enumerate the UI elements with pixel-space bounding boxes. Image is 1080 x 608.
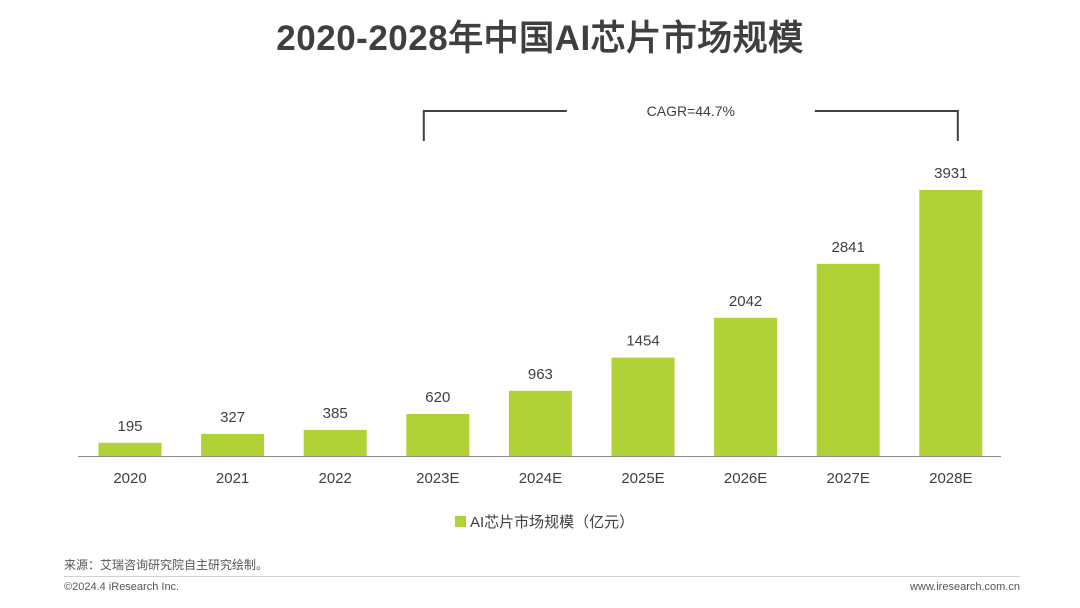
data-label-2021: 327 xyxy=(220,409,245,426)
x-tick-label-2025E: 2025E xyxy=(621,470,664,487)
data-label-2024E: 963 xyxy=(528,366,553,383)
x-tick-label-2026E: 2026E xyxy=(724,470,767,487)
bar-2025E xyxy=(611,357,675,456)
data-label-2023E: 620 xyxy=(425,389,450,406)
bar-2021 xyxy=(201,433,265,456)
bar-2028E xyxy=(919,190,983,456)
bar-2023E xyxy=(406,414,470,456)
data-label-2020: 195 xyxy=(117,418,142,435)
data-label-2027E: 2841 xyxy=(832,239,865,256)
bar-2027E xyxy=(816,263,880,456)
data-label-2025E: 1454 xyxy=(626,333,659,350)
data-label-2026E: 2042 xyxy=(729,293,762,310)
x-tick-label-2020: 2020 xyxy=(113,470,146,487)
bar-2022 xyxy=(303,429,367,456)
x-tick-label-2028E: 2028E xyxy=(929,470,972,487)
bar-2024E xyxy=(508,390,572,456)
bar-2020 xyxy=(98,442,162,456)
source-note: 来源：艾瑞咨询研究院自主研究绘制。 xyxy=(64,558,269,572)
cagr-bracket-right xyxy=(814,110,959,141)
cagr-bracket-left xyxy=(422,110,567,141)
chart-title: 2020-2028年中国AI芯片市场规模 xyxy=(276,19,804,58)
data-label-2022: 385 xyxy=(323,405,348,422)
legend-swatch xyxy=(455,516,466,527)
x-tick-label-2023E: 2023E xyxy=(416,470,459,487)
x-tick-label-2021: 2021 xyxy=(216,470,249,487)
copyright-text: ©2024.4 iResearch Inc. xyxy=(64,581,180,593)
legend-label: AI芯片市场规模（亿元） xyxy=(470,514,634,531)
bar-2026E xyxy=(714,317,778,456)
footer-divider xyxy=(64,576,1020,577)
website-text: www.iresearch.com.cn xyxy=(909,581,1020,593)
x-tick-label-2022: 2022 xyxy=(319,470,352,487)
x-tick-label-2027E: 2027E xyxy=(827,470,870,487)
x-tick-label-2024E: 2024E xyxy=(519,470,562,487)
cagr-annotation: CAGR=44.7% xyxy=(647,103,735,119)
data-label-2028E: 3931 xyxy=(934,165,967,182)
